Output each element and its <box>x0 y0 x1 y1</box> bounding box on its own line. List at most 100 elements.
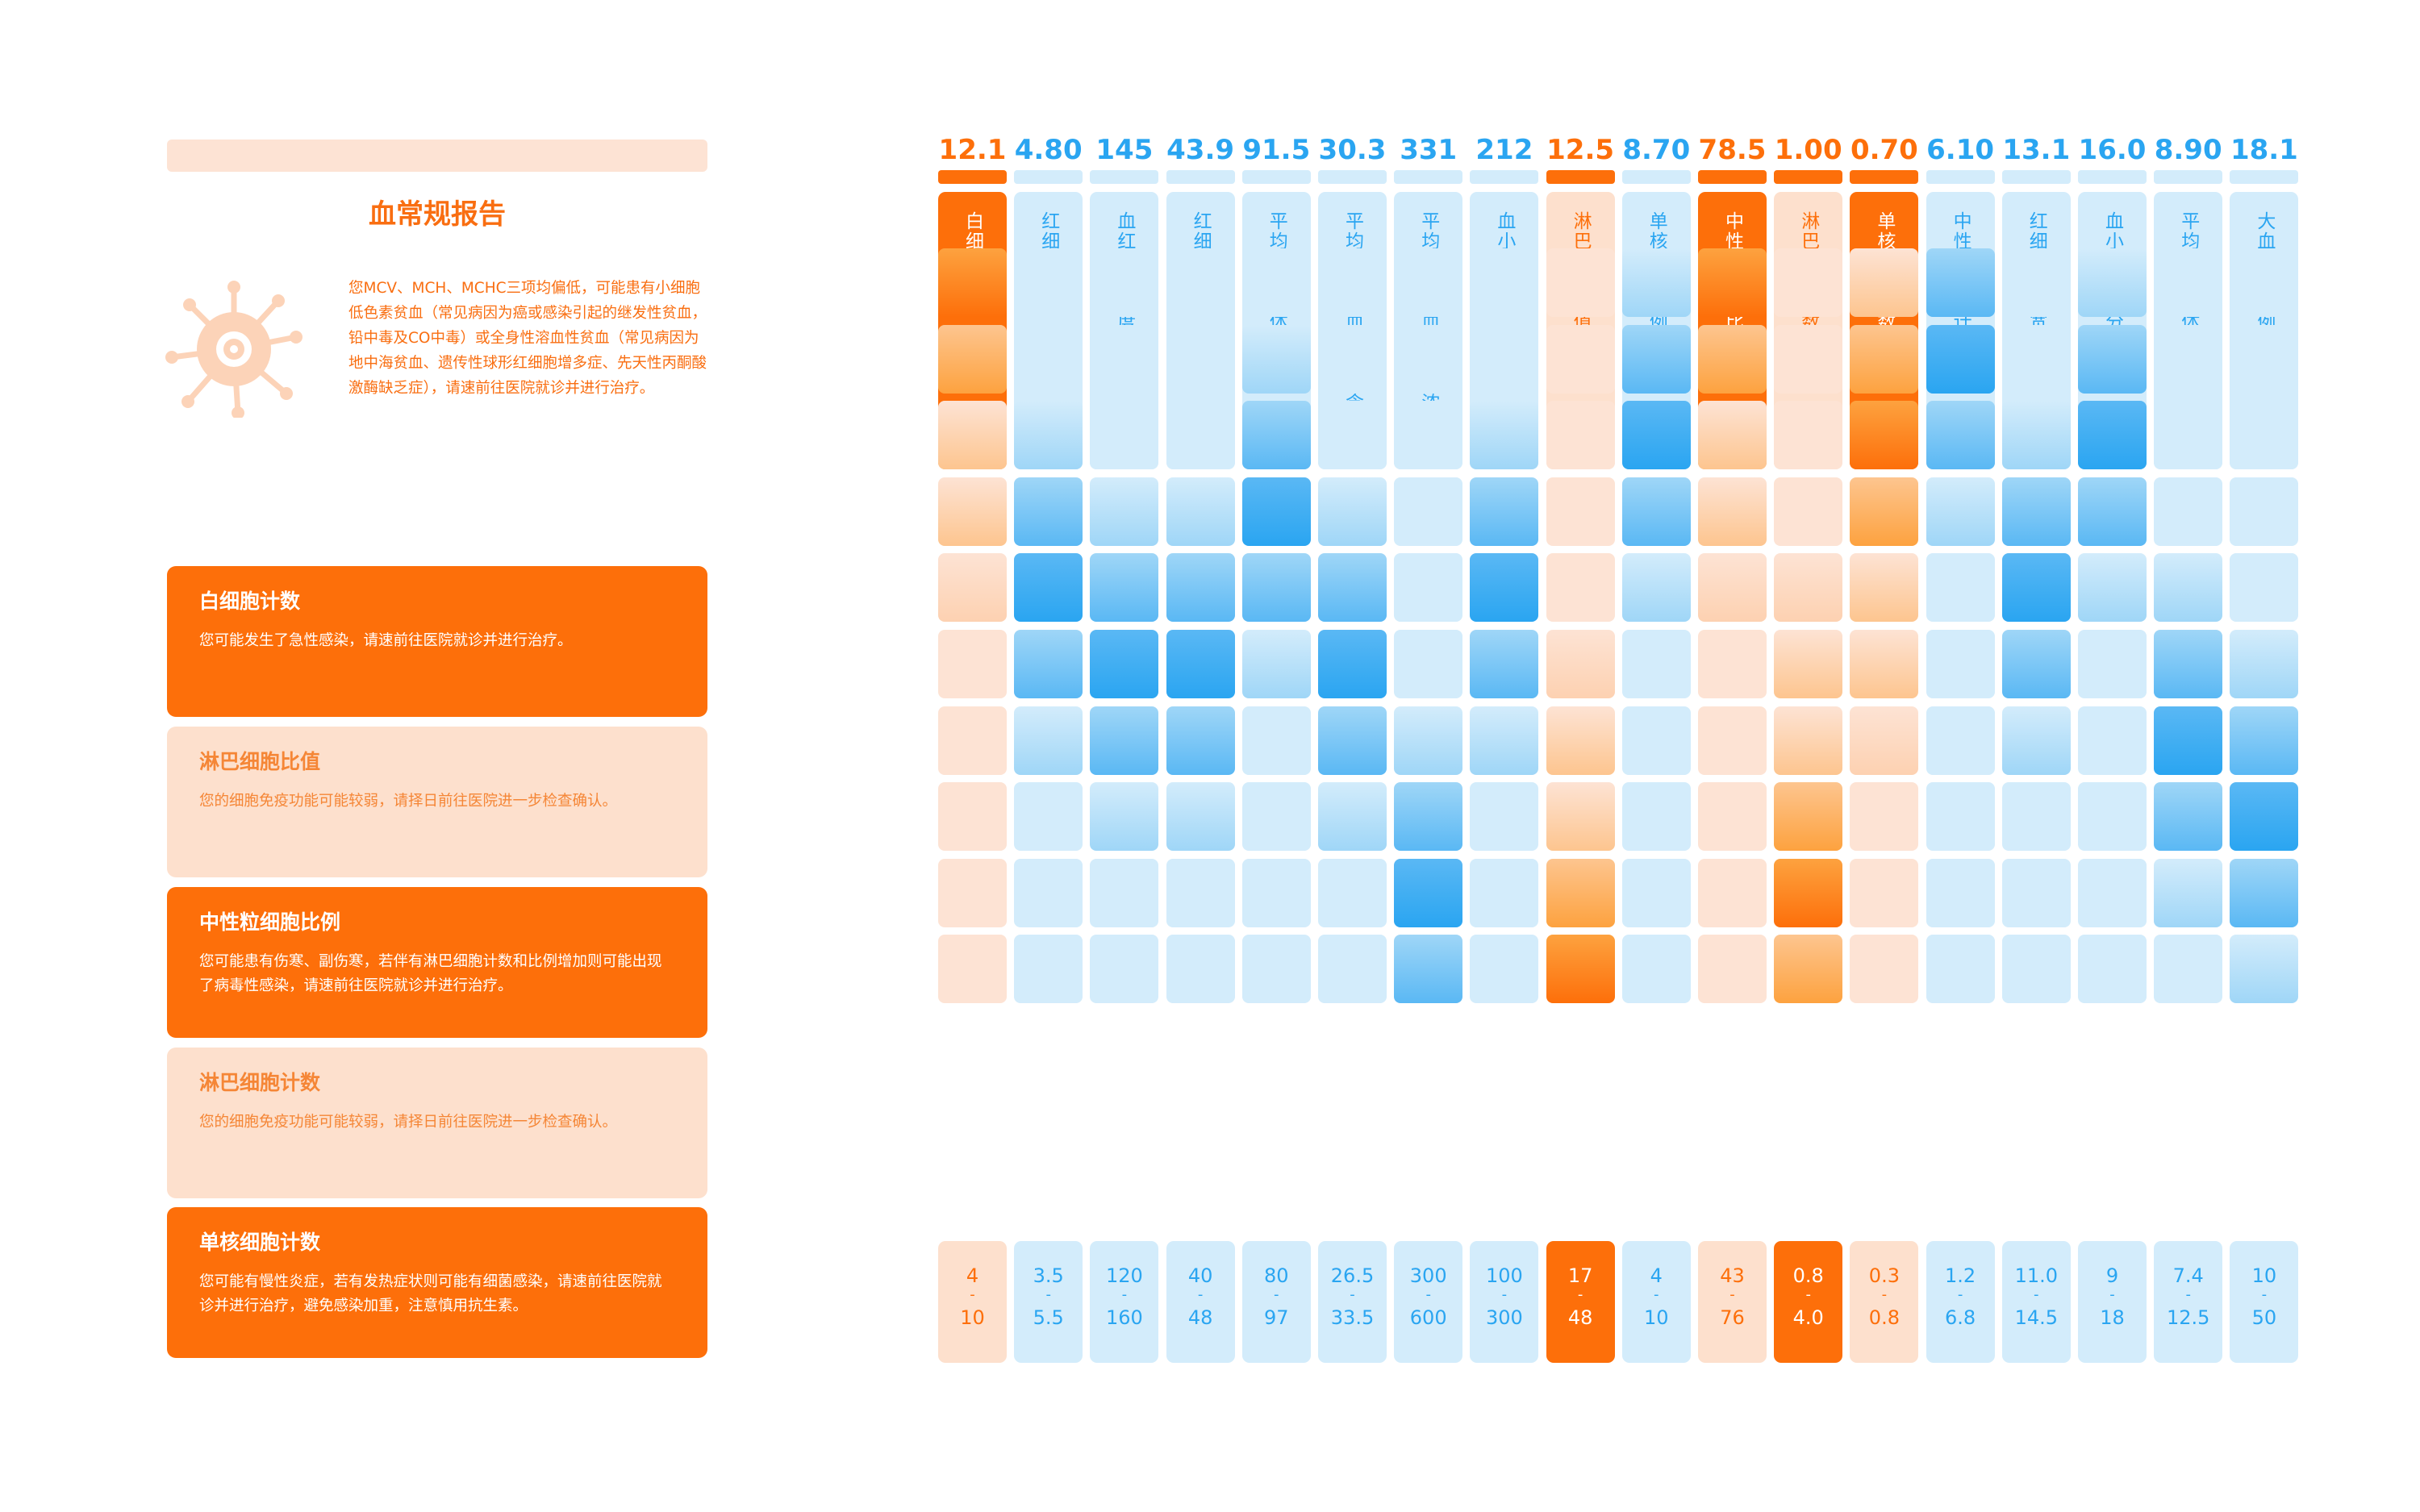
range-separator: - <box>1729 1286 1735 1303</box>
reference-range: 0.3- 0.8 <box>1850 1241 1919 1363</box>
heat-cell <box>1850 248 1919 317</box>
heat-cell <box>2078 782 2147 852</box>
heat-cell <box>1850 401 1919 470</box>
range-low: 17 <box>1567 1264 1593 1287</box>
measured-value: 18.1 <box>2230 134 2298 166</box>
heat-cell <box>1166 630 1235 698</box>
heat-cell <box>1621 858 1691 927</box>
range-low: 1.2 <box>1945 1264 1976 1287</box>
heat-cell <box>1318 477 1387 546</box>
heat-cell <box>2230 324 2299 394</box>
column-label-text: 平均红细胞血红蛋白浓度 <box>1417 211 1439 433</box>
header-bar <box>167 140 707 172</box>
heat-cell <box>938 630 1007 698</box>
card-description: 您的细胞免疫功能可能较弱，请择日前往医院进一步检查确认。 <box>199 1114 618 1131</box>
heatmap-column: 331 平均红细胞血红蛋白浓度 300- 600 <box>1394 129 1463 1363</box>
heat-cell <box>938 401 1007 470</box>
heat-cell <box>1774 324 1843 394</box>
heat-cell <box>1394 858 1463 927</box>
heat-cell <box>1394 401 1463 470</box>
range-low: 3.5 <box>1033 1264 1064 1287</box>
heat-cell <box>2230 477 2299 546</box>
range-high: 0.8 <box>1868 1306 1900 1329</box>
heat-cell <box>1546 324 1615 394</box>
heat-cell <box>1470 477 1539 546</box>
measured-value: 13.1 <box>2002 134 2071 166</box>
heat-cell <box>2078 858 2147 927</box>
heat-cell <box>2154 553 2223 623</box>
heat-cell <box>1090 706 1159 775</box>
heat-cell <box>2230 248 2299 317</box>
heat-cell <box>2078 706 2147 775</box>
heat-cell <box>2154 324 2223 394</box>
measured-value: 91.5 <box>1242 134 1311 166</box>
range-low: 4 <box>1650 1264 1663 1287</box>
card-description: 您可能发生了急性感染，请速前往医院就诊并进行治疗。 <box>199 632 573 649</box>
heat-cell <box>1394 630 1463 698</box>
measured-value: 8.70 <box>1622 134 1691 166</box>
measured-value: 12.1 <box>938 134 1007 166</box>
reference-range: 26.5- 33.5 <box>1318 1241 1387 1363</box>
heat-cell <box>1926 782 1995 852</box>
column-cap <box>1090 170 1159 184</box>
heat-cell <box>1621 782 1691 852</box>
heat-cell <box>1698 248 1767 317</box>
heat-cell <box>1470 706 1539 775</box>
heat-cell <box>1014 324 1083 394</box>
heatmap-column: 13.1红细胞分布宽度11.0-14.5 <box>2001 129 2071 1363</box>
heat-cell <box>1318 553 1387 623</box>
heat-cell <box>1621 477 1691 546</box>
range-high: 48 <box>1567 1306 1593 1329</box>
heat-cell <box>1090 477 1159 546</box>
column-cap <box>1546 170 1615 184</box>
heat-cell <box>1850 324 1919 394</box>
heat-cell <box>1090 935 1159 1004</box>
heat-cell <box>1546 477 1615 546</box>
heatmap-column: 145血红蛋白浓度120-160 <box>1090 129 1159 1363</box>
heat-cell <box>1470 630 1539 698</box>
heat-cell <box>1926 477 1995 546</box>
report-title: 血常规报告 <box>369 198 506 231</box>
heat-cell <box>2001 477 2071 546</box>
blood-test-heatmap: 12.1白细胞计数4-104.80红细胞计数3.5-5.5145血红蛋白浓度12… <box>938 129 2299 1363</box>
range-low: 43 <box>1720 1264 1745 1287</box>
heat-cell <box>1090 553 1159 623</box>
heat-cell <box>1546 858 1615 927</box>
range-high: 4.0 <box>1792 1306 1824 1329</box>
heat-cell <box>1698 324 1767 394</box>
reference-range: 0.8- 4.0 <box>1774 1241 1843 1363</box>
heat-cell <box>1014 858 1083 927</box>
measured-value: 30.3 <box>1318 134 1387 166</box>
reference-range: 4- 10 <box>1621 1241 1691 1363</box>
heat-cell <box>938 782 1007 852</box>
heatmap-column: 30.3 平均红细胞血红蛋白含量 26.5- 33.5 <box>1318 129 1387 1363</box>
measured-value: 212 <box>1475 134 1533 166</box>
virus-icon <box>165 281 302 418</box>
heatmap-column: 4.80红细胞计数3.5-5.5 <box>1014 129 1083 1363</box>
heat-cell <box>2230 553 2299 623</box>
measured-value: 1.00 <box>1774 134 1842 166</box>
heat-cell <box>1166 401 1235 470</box>
heatmap-column: 12.1白细胞计数4-10 <box>938 129 1007 1363</box>
heat-cell <box>2154 401 2223 470</box>
heat-cell <box>1014 553 1083 623</box>
heat-cell <box>1014 477 1083 546</box>
heat-cell <box>1166 553 1235 623</box>
range-low: 0.3 <box>1868 1264 1900 1287</box>
range-separator: - <box>1197 1286 1204 1303</box>
heat-cell <box>938 248 1007 317</box>
heat-cell <box>1621 630 1691 698</box>
range-high: 6.8 <box>1945 1306 1976 1329</box>
card-description: 您可能有慢性炎症，若有发热症状则可能有细菌感染，请速前往医院就诊并进行治疗，避免… <box>199 1273 662 1314</box>
heat-cell <box>1090 324 1159 394</box>
heat-cell <box>1318 324 1387 394</box>
heat-cell <box>1926 324 1995 394</box>
column-cap <box>1318 170 1387 184</box>
heat-cell <box>1166 706 1235 775</box>
heat-cell <box>1621 324 1691 394</box>
report-summary: 您MCV、MCH、MCHC三项均偏低，可能患有小细胞低色素贫血（常见病因为癌或感… <box>348 280 707 397</box>
range-low: 100 <box>1485 1264 1523 1287</box>
heat-cell <box>1470 248 1539 317</box>
heat-cell <box>1546 401 1615 470</box>
column-cap <box>1926 170 1995 184</box>
